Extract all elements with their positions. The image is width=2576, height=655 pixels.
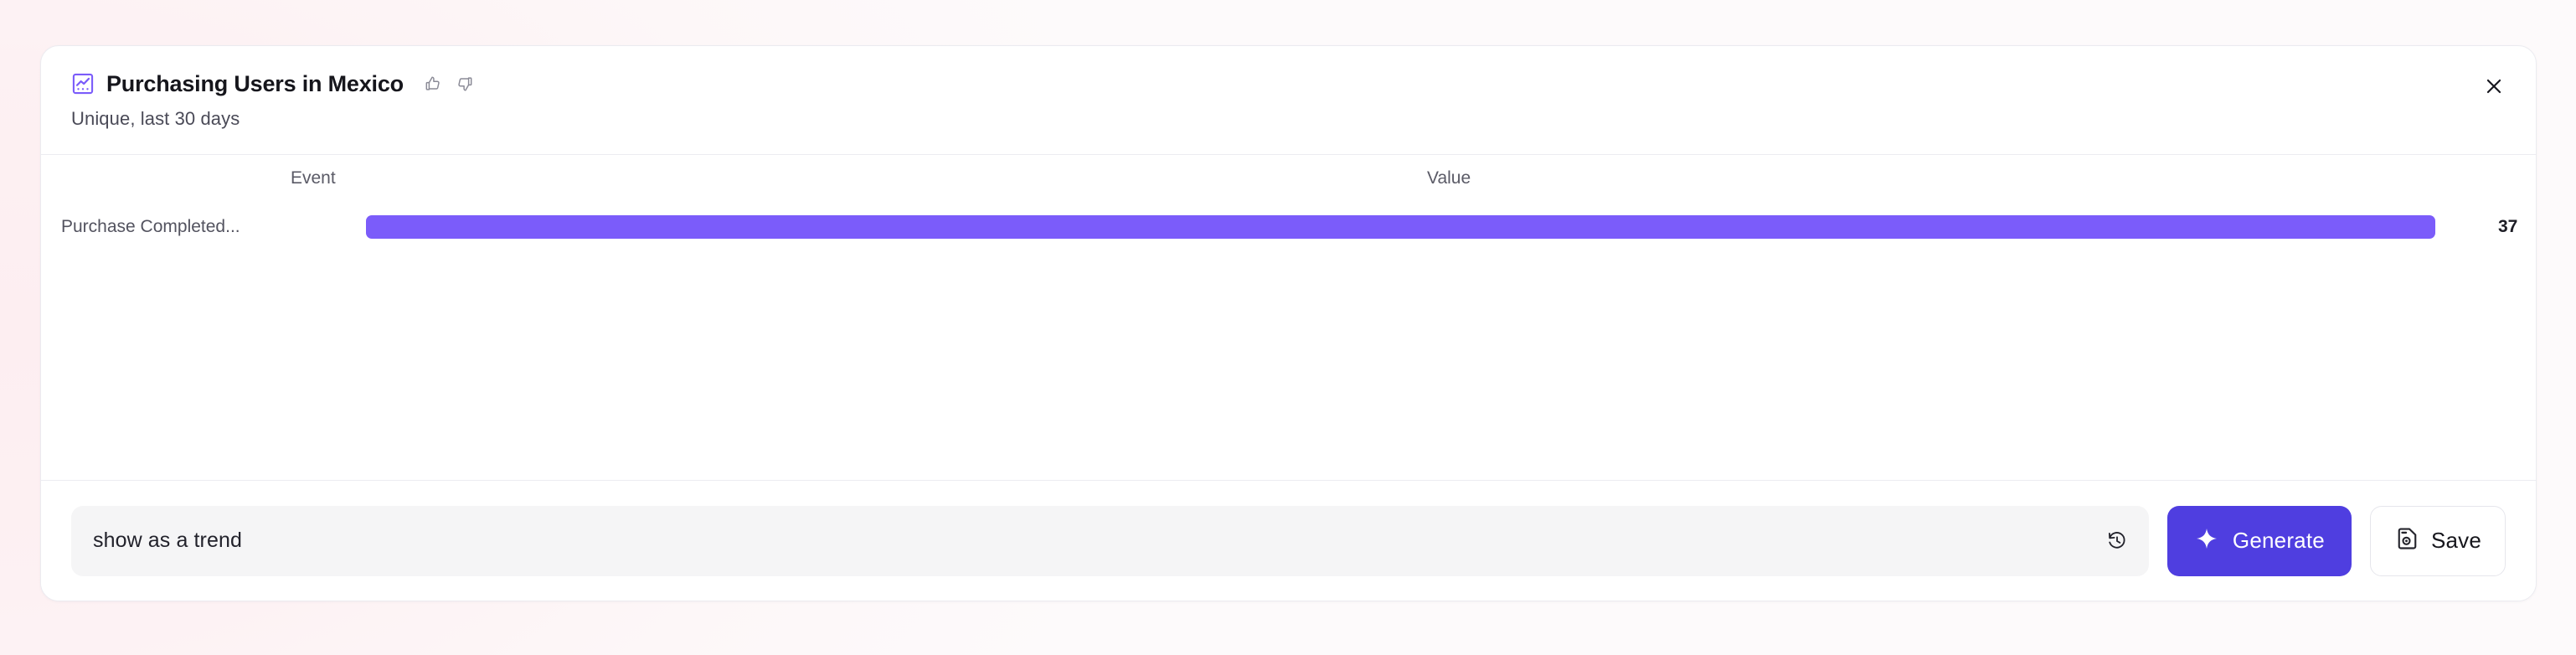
page-title: Purchasing Users in Mexico xyxy=(106,70,404,96)
header-divider xyxy=(41,154,2536,155)
prompt-input-value: show as a trend xyxy=(93,529,242,552)
table-row[interactable]: Purchase Completed... 37 xyxy=(41,210,2536,244)
feedback-icons xyxy=(420,71,477,96)
insight-card: Purchasing Users in Mexico Unique, last … xyxy=(40,45,2537,601)
card-header: Purchasing Users in Mexico Unique, last … xyxy=(41,46,2536,154)
save-disk-icon xyxy=(2394,526,2419,555)
thumbs-down-icon[interactable] xyxy=(452,71,477,96)
bar-row-label: Purchase Completed... xyxy=(61,217,240,236)
column-headers: Event Value xyxy=(41,155,2536,199)
title-row: Purchasing Users in Mexico xyxy=(71,70,2506,98)
history-icon[interactable] xyxy=(2100,524,2134,558)
prompt-input[interactable]: show as a trend xyxy=(71,505,2149,576)
thumbs-up-icon[interactable] xyxy=(420,71,446,96)
card-subtitle: Unique, last 30 days xyxy=(71,108,240,129)
bar-row-value: 37 xyxy=(2498,217,2518,236)
save-button[interactable]: Save xyxy=(2369,505,2506,576)
sparkle-icon xyxy=(2194,526,2219,555)
bar-fill[interactable] xyxy=(366,215,2435,239)
bar-rows: Purchase Completed... 37 xyxy=(41,199,2536,244)
footer-divider xyxy=(41,480,2536,481)
generate-button[interactable]: Generate xyxy=(2166,505,2352,576)
chart-body: Event Value Purchase Completed... 37 xyxy=(41,155,2536,480)
generate-button-label: Generate xyxy=(2232,528,2325,553)
column-header-value: Value xyxy=(1427,168,1471,188)
line-chart-icon xyxy=(71,72,95,95)
save-button-label: Save xyxy=(2430,528,2481,553)
close-icon[interactable] xyxy=(2477,70,2511,103)
column-header-event: Event xyxy=(291,168,336,188)
prompt-bar: show as a trend Generate xyxy=(41,481,2536,601)
bar-track xyxy=(366,215,2435,239)
